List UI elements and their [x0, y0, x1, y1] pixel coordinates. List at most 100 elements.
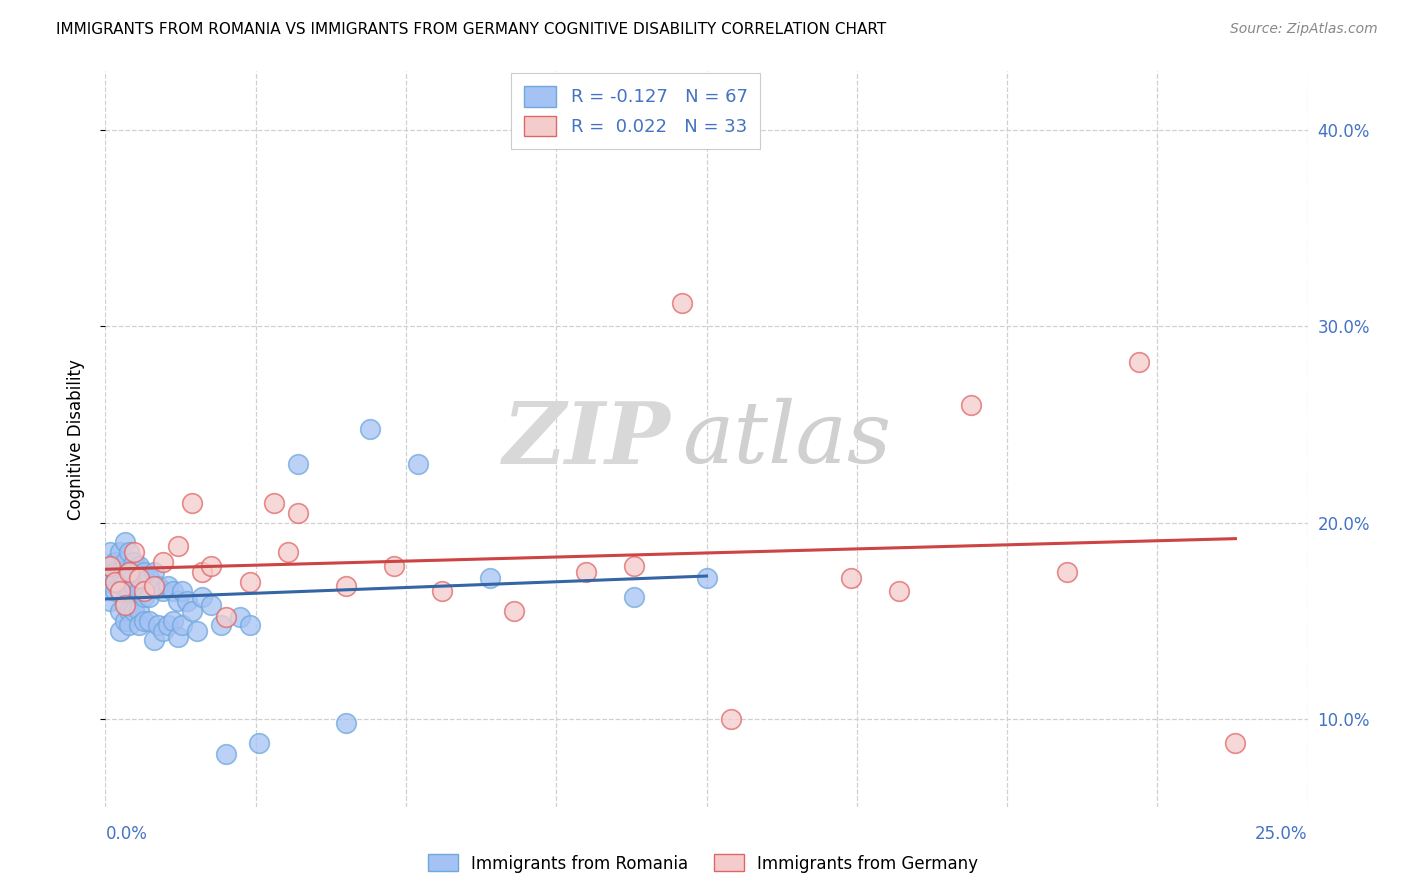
Point [114, 598, 136, 612]
Point [97, 565, 120, 579]
Text: Source: ZipAtlas.com: Source: ZipAtlas.com [1230, 22, 1378, 37]
Point [247, 735, 270, 749]
Text: 25.0%: 25.0% [1256, 825, 1308, 843]
Point [138, 571, 160, 585]
Point [114, 594, 136, 608]
Point [229, 610, 252, 624]
Point [277, 545, 299, 559]
Legend: Immigrants from Romania, Immigrants from Germany: Immigrants from Romania, Immigrants from… [422, 847, 984, 880]
Point [114, 614, 136, 628]
Point [166, 630, 188, 644]
Legend: R = -0.127   N = 67, R =  0.022   N = 33: R = -0.127 N = 67, R = 0.022 N = 33 [512, 73, 761, 149]
Point [287, 457, 309, 471]
Point [124, 545, 146, 559]
Point [190, 565, 212, 579]
Point [98, 594, 121, 608]
Point [162, 584, 184, 599]
Point [104, 574, 127, 589]
Point [108, 565, 131, 579]
Point [108, 584, 131, 599]
Point [128, 571, 150, 585]
Point [118, 545, 141, 559]
Point [176, 594, 198, 608]
Point [104, 565, 127, 579]
Point [98, 545, 121, 559]
Point [720, 712, 742, 726]
Point [152, 555, 174, 569]
Point [200, 558, 222, 573]
Point [152, 624, 174, 638]
Point [287, 506, 309, 520]
Point [335, 578, 357, 592]
Point [186, 624, 208, 638]
Point [118, 617, 141, 632]
Point [960, 398, 983, 412]
Point [1128, 355, 1150, 369]
Point [172, 617, 194, 632]
Point [108, 545, 131, 559]
Point [98, 574, 121, 589]
Point [887, 584, 910, 599]
Text: IMMIGRANTS FROM ROMANIA VS IMMIGRANTS FROM GERMANY COGNITIVE DISABILITY CORRELAT: IMMIGRANTS FROM ROMANIA VS IMMIGRANTS FR… [56, 22, 887, 37]
Point [156, 617, 179, 632]
Point [181, 604, 204, 618]
Point [128, 617, 150, 632]
Point [1056, 565, 1078, 579]
Point [209, 617, 232, 632]
Point [382, 558, 405, 573]
Point [239, 574, 262, 589]
Point [132, 591, 155, 605]
Point [132, 614, 155, 628]
Point [430, 584, 453, 599]
Point [104, 584, 127, 599]
Point [200, 598, 222, 612]
Point [406, 457, 429, 471]
Point [214, 747, 236, 762]
Point [114, 535, 136, 549]
Point [623, 558, 645, 573]
Point [839, 571, 862, 585]
Point [148, 617, 170, 632]
Point [124, 578, 146, 592]
Point [166, 539, 188, 553]
Point [696, 571, 718, 585]
Point [335, 715, 357, 730]
Point [503, 604, 526, 618]
Point [108, 624, 131, 638]
Y-axis label: Cognitive Disability: Cognitive Disability [66, 359, 84, 520]
Point [148, 578, 170, 592]
Point [118, 604, 141, 618]
Point [132, 584, 155, 599]
Point [104, 555, 127, 569]
Point [359, 421, 381, 435]
Point [124, 604, 146, 618]
Point [142, 578, 165, 592]
Point [479, 571, 502, 585]
Point [114, 555, 136, 569]
Point [166, 594, 188, 608]
Point [190, 591, 212, 605]
Point [671, 296, 693, 310]
Point [138, 614, 160, 628]
Point [108, 604, 131, 618]
Point [118, 584, 141, 599]
Point [98, 558, 121, 573]
Point [114, 574, 136, 589]
Point [1225, 735, 1247, 749]
Point [124, 555, 146, 569]
Point [118, 565, 141, 579]
Text: ZIP: ZIP [502, 398, 671, 481]
Point [108, 584, 131, 599]
Point [128, 584, 150, 599]
Point [132, 565, 155, 579]
Point [623, 591, 645, 605]
Point [128, 558, 150, 573]
Point [181, 496, 204, 510]
Point [263, 496, 285, 510]
Point [214, 610, 236, 624]
Point [239, 617, 262, 632]
Point [152, 584, 174, 599]
Point [162, 614, 184, 628]
Point [142, 633, 165, 648]
Point [118, 565, 141, 579]
